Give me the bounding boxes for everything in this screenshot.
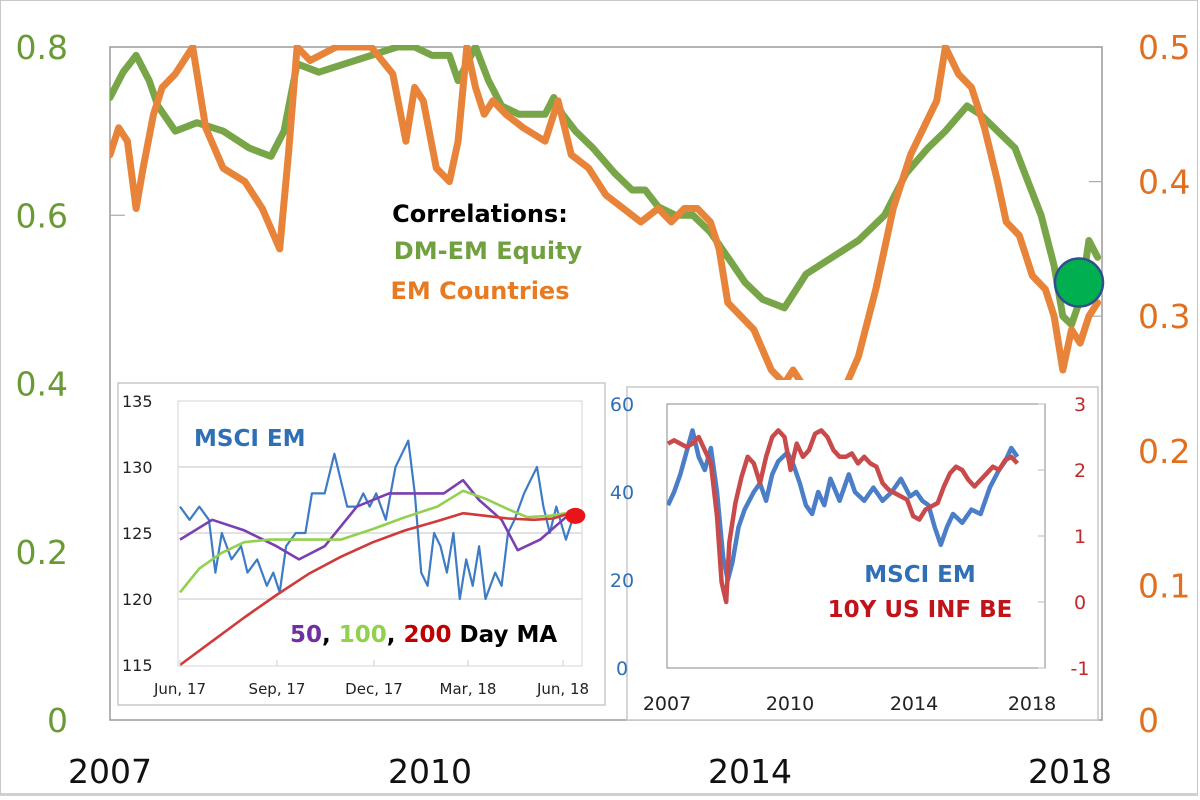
inset-right-y-left-tick-label: 20 xyxy=(610,570,634,592)
inset-left-y-tick-label: 115 xyxy=(122,656,153,675)
inset-right-legend-inf-be: 10Y US INF BE xyxy=(828,597,1013,623)
inset-right-y-left-tick-label: 0 xyxy=(616,658,628,680)
inset-right-box xyxy=(626,386,1099,721)
inset-right-legend-msci-em: MSCI EM xyxy=(864,562,976,588)
x-tick-label: 2018 xyxy=(1028,752,1112,791)
ma-legend-part: 200 xyxy=(404,622,452,648)
x-tick-label: 2014 xyxy=(708,752,792,791)
inset-left-line-100-day-ma xyxy=(178,489,567,594)
ma-legend-part: , xyxy=(322,622,339,648)
y-left-tick-label: 0.2 xyxy=(16,533,68,572)
inset-right-y-right-tick-label: -1 xyxy=(1071,658,1090,680)
inset-left-line-50-day-ma xyxy=(179,478,567,561)
inset-right-y-left-axis: 60 40 20 0 xyxy=(610,394,634,680)
legend-title: Correlations: xyxy=(392,200,568,228)
main-y-left-axis: 0.8 0.6 0.4 0.2 0 xyxy=(16,28,68,740)
inset-left-ma-legend: 50, 100, 200 Day MA xyxy=(290,622,557,648)
inset-right-y-right-tick-label: 3 xyxy=(1074,394,1086,416)
y-left-tick-label: 0.8 xyxy=(16,28,68,67)
main-y-right-axis: 0.5 0.4 0.3 0.2 0.1 0 xyxy=(1138,28,1190,740)
inset-right-y-right-tick-label: 2 xyxy=(1074,460,1086,482)
y-left-tick-label: 0.6 xyxy=(16,196,68,235)
y-left-tick-label: 0 xyxy=(47,701,68,740)
x-tick-label: 2007 xyxy=(68,752,152,791)
inset-left: 135 130 125 120 115 Jun, 17 Sep, 17 Dec, 17 Mar… xyxy=(117,382,606,706)
main-legend: Correlations: DM-EM Equity EM Countries xyxy=(390,200,582,305)
inset-right-x-tick-label: 2010 xyxy=(766,693,814,715)
ma-legend-part: 100 xyxy=(339,622,387,648)
x-tick-label: 2010 xyxy=(388,752,472,791)
main-plot-area xyxy=(109,46,1103,721)
main-marker-group xyxy=(1053,257,1105,308)
y-right-tick-label: 0.3 xyxy=(1138,297,1190,336)
inset-right-line-msci-em xyxy=(667,428,1020,583)
inset-left-current-marker xyxy=(565,507,586,524)
inset-left-x-tick-label: Dec, 17 xyxy=(345,680,403,698)
legend-em-countries: EM Countries xyxy=(390,277,569,305)
inset-right-y-left-tick-label: 40 xyxy=(610,482,634,504)
main-series-group xyxy=(110,45,1102,380)
y-right-tick-label: 0.4 xyxy=(1138,163,1190,202)
inset-left-x-axis: Jun, 17 Sep, 17 Dec, 17 Mar, 18 Jun, 18 xyxy=(153,660,589,698)
inset-left-x-tick-label: Sep, 17 xyxy=(249,680,306,698)
current-value-marker xyxy=(1053,257,1105,308)
inset-right-y-left-tick-label: 60 xyxy=(610,394,634,416)
y-left-tick-label: 0.4 xyxy=(16,365,68,404)
inset-right-y-right-tick-label: 1 xyxy=(1074,526,1086,548)
inset-left-gridlines xyxy=(178,466,582,600)
inset-right-y-right-tick-label: 0 xyxy=(1074,592,1086,614)
inset-left-x-tick-label: Mar, 18 xyxy=(440,680,497,698)
inset-left-x-tick-label: Jun, 17 xyxy=(153,680,206,698)
y-right-tick-label: 0.2 xyxy=(1138,432,1190,471)
y-right-tick-label: 0 xyxy=(1138,701,1159,740)
inset-left-y-tick-label: 125 xyxy=(122,524,153,543)
y-right-tick-label: 0.1 xyxy=(1138,566,1190,605)
legend-dm-em-equity: DM-EM Equity xyxy=(394,237,583,265)
inset-right-x-tick-label: 2018 xyxy=(1008,693,1056,715)
ma-legend-part: 50 xyxy=(290,622,322,648)
main-x-axis: 2007 2010 2014 2018 xyxy=(68,752,1112,791)
inset-right-x-tick-label: 2014 xyxy=(890,693,938,715)
inset-left-y-tick-label: 120 xyxy=(122,590,153,609)
inset-left-line-200-day-ma xyxy=(179,511,567,667)
ma-legend-part: Day MA xyxy=(452,622,558,648)
inset-right-x-axis: 2007 2010 2014 2018 xyxy=(643,693,1056,715)
inset-left-y-axis: 135 130 125 120 115 xyxy=(122,392,153,675)
inset-left-y-tick-label: 135 xyxy=(122,392,153,411)
inset-right-y-right-axis: 3 2 1 0 -1 xyxy=(1038,394,1089,680)
inset-left-title: MSCI EM xyxy=(194,426,306,452)
inset-left-series-group xyxy=(178,439,586,667)
series-line-em-countries xyxy=(110,45,1102,380)
inset-right-x-tick-label: 2007 xyxy=(643,693,691,715)
y-right-tick-label: 0.5 xyxy=(1138,28,1190,67)
inset-left-y-tick-label: 130 xyxy=(122,458,153,477)
inset-right-line-10y-us-inf-be xyxy=(667,428,1020,605)
inset-right-series-group xyxy=(667,428,1020,605)
inset-left-x-tick-label: Jun, 18 xyxy=(536,680,589,698)
ma-legend-part: , xyxy=(387,622,404,648)
